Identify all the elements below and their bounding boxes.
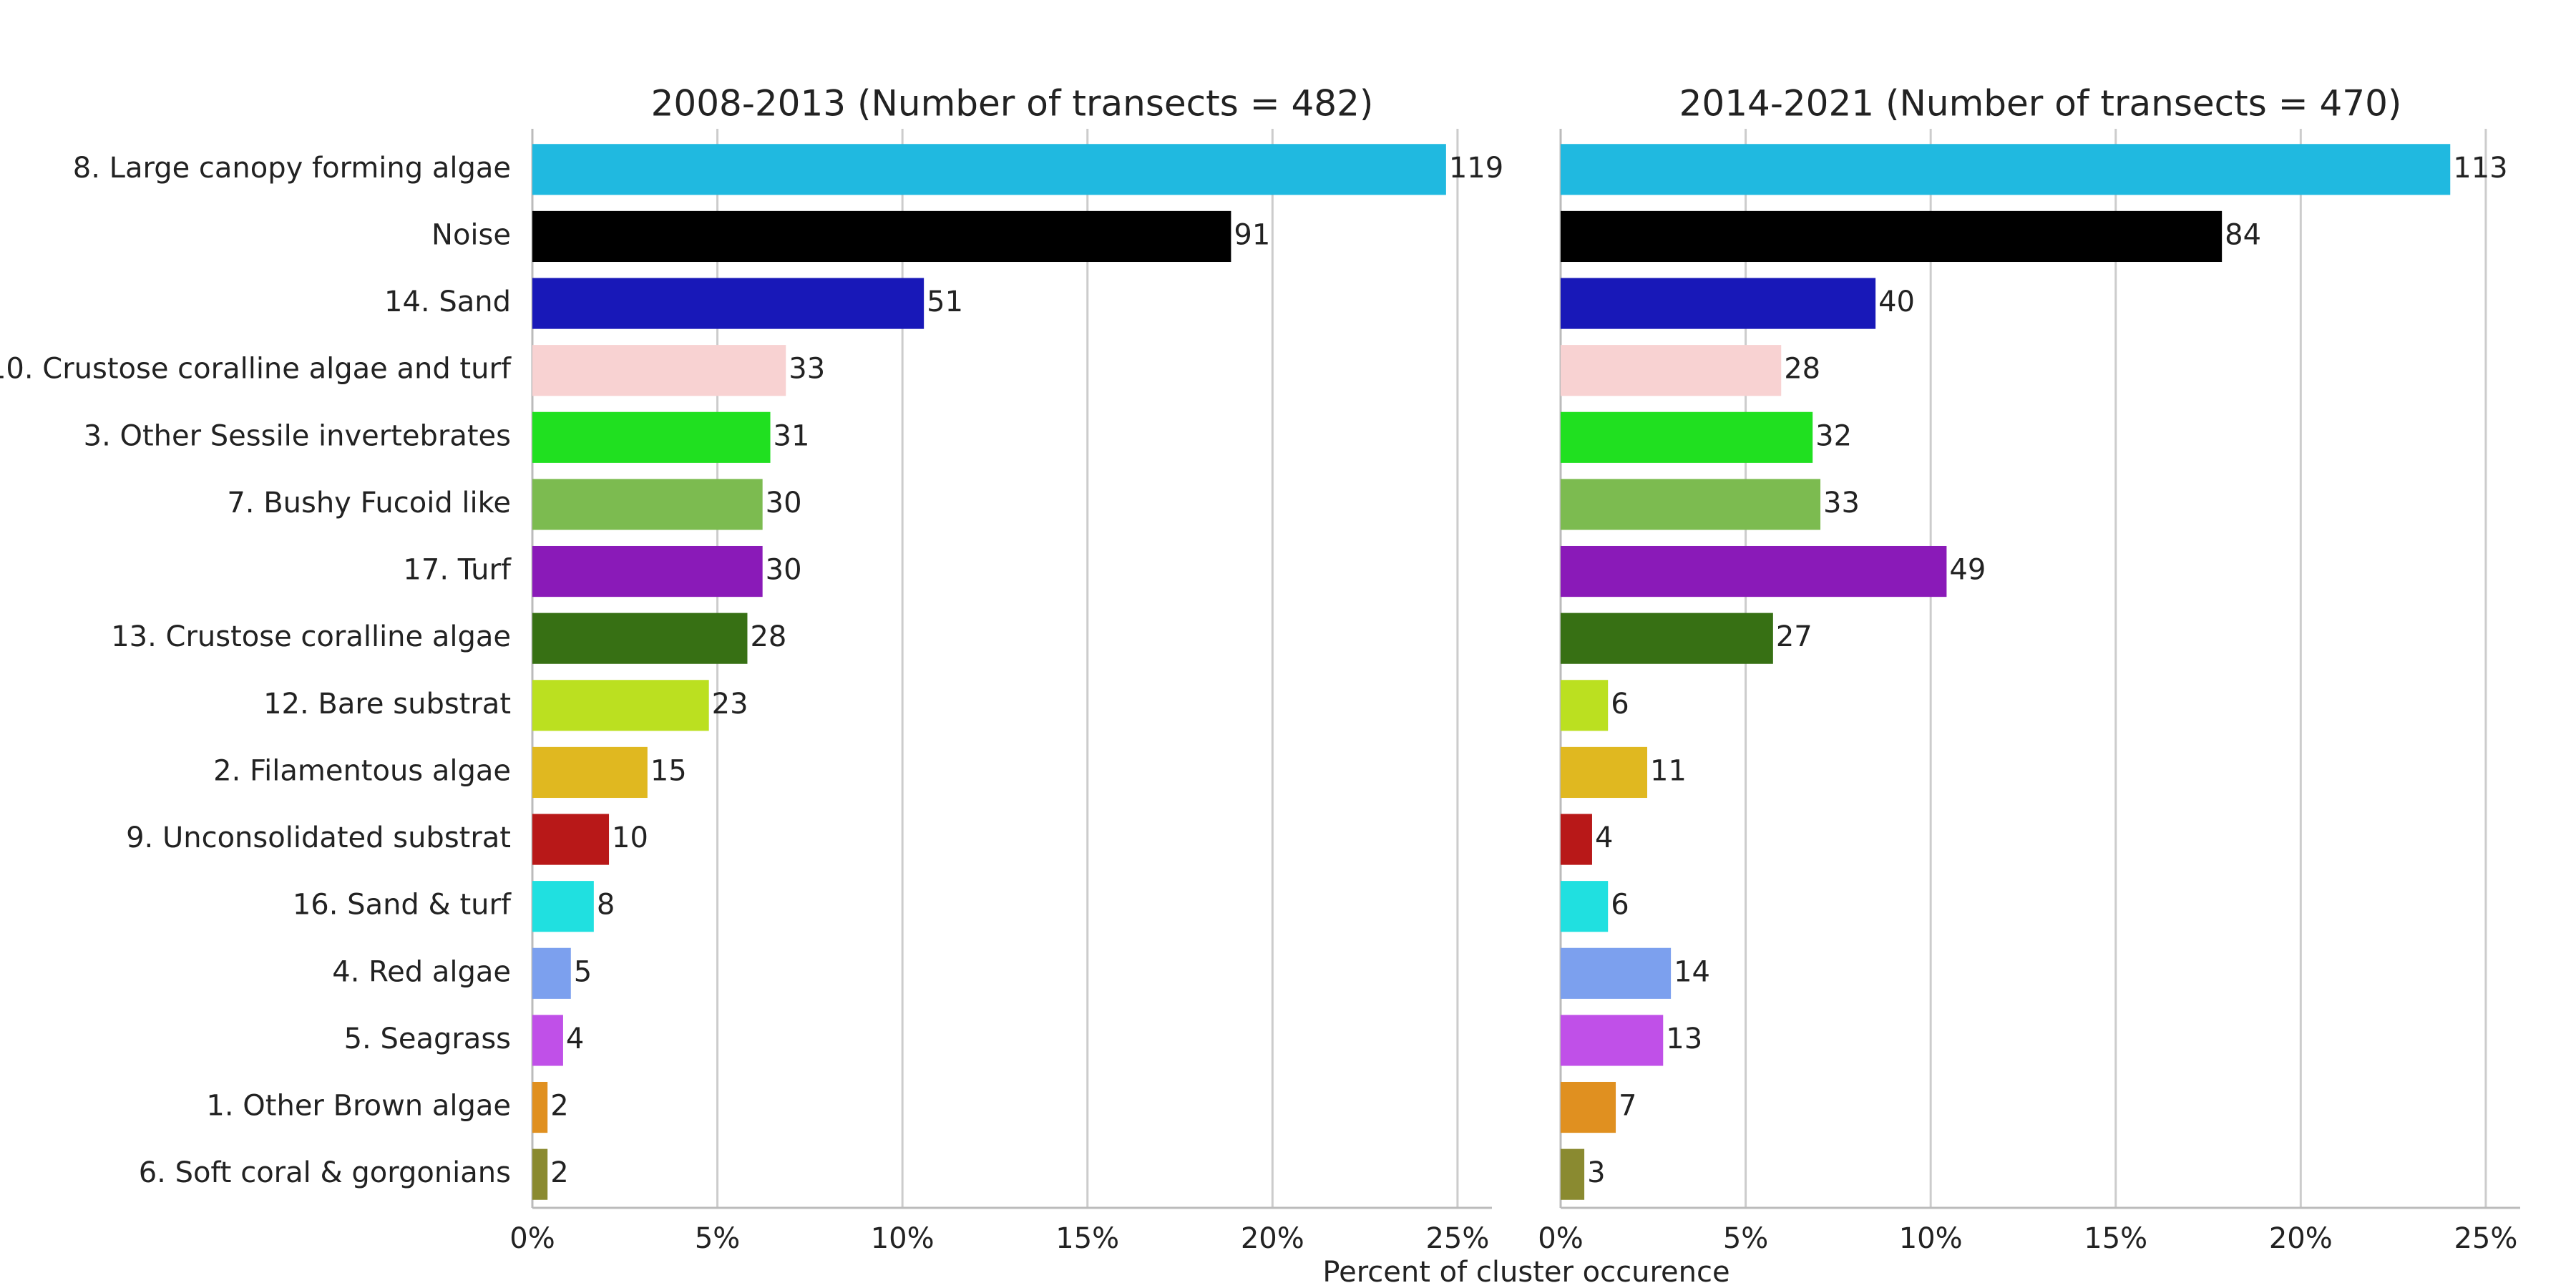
y-tick-label: Noise [431,218,511,251]
x-tick-label: 5% [695,1222,740,1255]
bar [1561,210,2223,263]
bar [532,1148,548,1200]
data-label: 27 [1776,620,1813,653]
y-tick-label: 5. Seagrass [344,1023,511,1055]
data-label: 15 [650,754,687,787]
x-tick-label: 20% [1241,1222,1304,1255]
data-label: 91 [1234,218,1270,251]
data-label: 10 [612,821,648,854]
data-label: 4 [566,1023,584,1055]
bar [1561,1015,1664,1066]
bar [1561,345,1782,396]
y-tick-label: 3. Other Sessile invertebrates [84,419,511,452]
y-tick-label: 8. Large canopy forming algae [73,152,511,185]
x-tick-label: 25% [1425,1222,1489,1255]
data-label: 51 [927,286,963,318]
data-label: 2 [550,1090,568,1123]
data-label: 119 [1449,152,1503,185]
bar [532,411,771,463]
bar [1561,881,1609,932]
x-tick-label: 10% [1899,1222,1963,1255]
data-label: 84 [2225,218,2261,251]
y-tick-label: 7. Bushy Fucoid like [227,487,511,519]
data-label: 6 [1611,889,1629,922]
bar [532,613,748,664]
y-tick-label: 10. Crustose coralline algae and turf [0,353,512,386]
bar [532,345,786,396]
data-label: 5 [574,955,592,988]
bar [532,1015,563,1066]
data-label: 8 [597,889,615,922]
x-tick-label: 15% [2084,1222,2147,1255]
y-tick-label: 16. Sand & turf [293,889,512,922]
x-axis-label: Percent of cluster occurence [1322,1256,1729,1288]
data-label: 30 [766,487,802,519]
y-tick-label: 2. Filamentous algae [213,754,511,787]
bar [1561,746,1648,799]
y-tick-label: 9. Unconsolidated substrat [126,821,511,854]
data-label: 3 [1587,1156,1605,1189]
data-label: 11 [1650,754,1687,787]
x-tick-label: 25% [2454,1222,2517,1255]
data-label: 31 [774,419,810,452]
x-tick-label: 10% [871,1222,935,1255]
bar [532,479,763,530]
data-label: 113 [2453,152,2507,185]
bar [1561,411,1813,463]
data-label: 7 [1619,1090,1636,1123]
y-tick-label: 12. Bare substrat [263,688,511,721]
data-label: 2 [550,1156,568,1189]
data-label: 28 [1784,353,1820,386]
x-tick-label: 0% [1538,1222,1583,1255]
y-tick-label: 6. Soft coral & gorgonians [139,1156,511,1189]
bar [1561,613,1773,664]
data-label: 32 [1815,419,1852,452]
bar [1561,1081,1616,1133]
bar [532,144,1446,195]
bar [532,881,594,932]
data-label: 23 [712,688,748,721]
bar [1561,947,1672,999]
bar [532,947,571,999]
bar [532,210,1231,263]
bar [532,680,709,731]
x-tick-label: 0% [509,1222,555,1255]
bar [532,1081,548,1133]
chart-title: 2008-2013 (Number of transects = 482) [651,83,1374,125]
bar [1561,680,1609,731]
y-tick-label: 13. Crustose coralline algae [111,620,511,653]
y-tick-label: 17. Turf [403,554,511,587]
x-tick-label: 15% [1055,1222,1119,1255]
bar [532,545,763,597]
bar [1561,545,1947,597]
data-label: 40 [1878,286,1915,318]
data-label: 14 [1674,955,1710,988]
x-tick-label: 5% [1723,1222,1768,1255]
y-tick-label: 4. Red algae [332,955,511,988]
bar [1561,814,1592,865]
bar [532,278,924,329]
y-tick-label: 1. Other Brown algae [206,1090,511,1123]
data-label: 30 [766,554,802,587]
bar [1561,479,1821,530]
bar [1561,1148,1585,1200]
data-label: 4 [1595,821,1613,854]
bar [1561,278,1876,329]
data-label: 6 [1611,688,1629,721]
bar [1561,144,2451,195]
data-label: 28 [750,620,786,653]
data-label: 33 [1823,487,1860,519]
bar [532,814,610,865]
y-tick-label: 14. Sand [384,286,511,318]
chart-title: 2014-2021 (Number of transects = 470) [1679,83,2402,125]
x-tick-label: 20% [2269,1222,2333,1255]
data-label: 13 [1666,1023,1702,1055]
data-label: 49 [1949,554,1986,587]
bar [532,746,648,799]
data-label: 33 [789,353,825,386]
